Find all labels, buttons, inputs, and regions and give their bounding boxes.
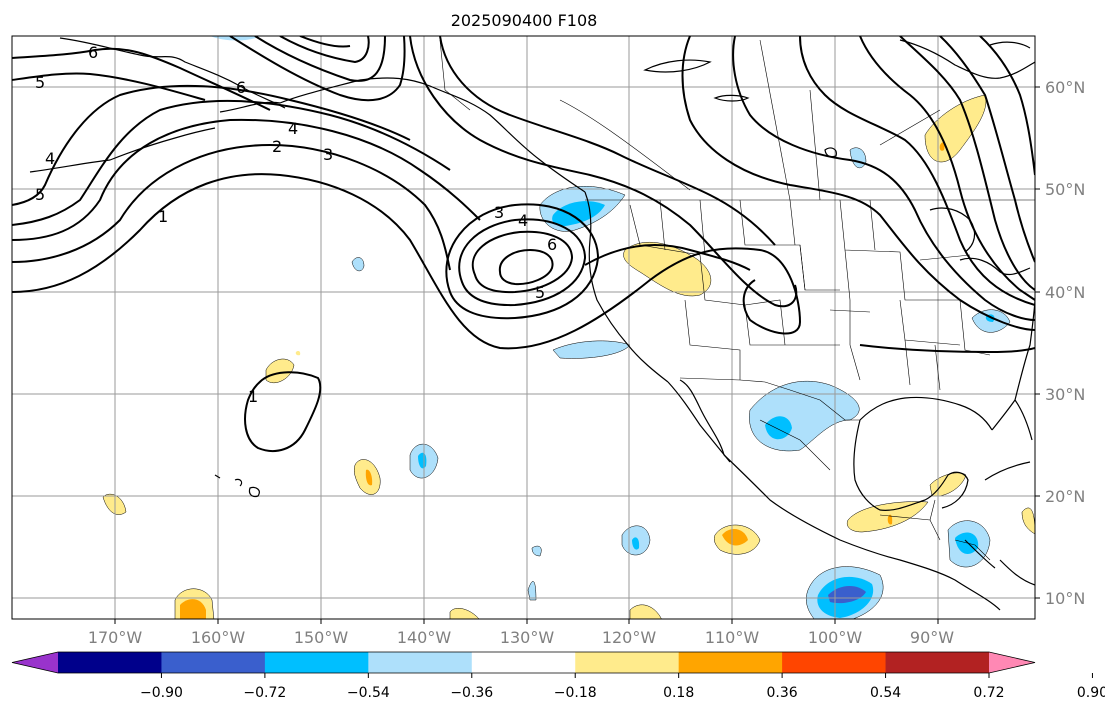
colorbar-tick-label: 0.36	[767, 685, 798, 701]
colorbar-segment	[678, 652, 783, 673]
contour-labels: 5 6 4 5 1 6 4 2 3 3 4 6 5 1	[35, 43, 557, 406]
contour-label: 3	[323, 145, 333, 164]
map-title: 2025090400 F108	[451, 11, 598, 30]
colorbar-segment	[575, 652, 680, 673]
contour-label: 5	[35, 73, 45, 92]
colorbar-segment	[471, 652, 576, 673]
contour-label: 4	[518, 211, 528, 230]
contour-label: 6	[88, 43, 98, 62]
lon-label-110w: 110°W	[705, 628, 760, 647]
lon-label-140w: 140°W	[397, 628, 452, 647]
borders	[439, 39, 1035, 561]
lon-label-150w: 150°W	[294, 628, 349, 647]
colorbar-ticks: −0.90 −0.72 −0.54 −0.36 −0.18 0.18 0.36 0.54 0.7…	[140, 673, 1105, 701]
height-contours	[12, 36, 1035, 452]
colorbar-segment	[58, 652, 162, 673]
colorbar-segment	[368, 652, 473, 673]
colorbar-segment	[264, 652, 369, 673]
map-frame	[11, 35, 1036, 620]
lon-label-100w: 100°W	[808, 628, 863, 647]
colorbar-outline	[11, 651, 1036, 674]
lat-label-50n: 50°N	[1045, 180, 1085, 199]
colorbar-segment	[782, 652, 887, 673]
colorbar-tick-label: 0.72	[973, 685, 1004, 701]
lon-label-120w: 120°W	[602, 628, 657, 647]
lon-label-90w: 90°W	[910, 628, 954, 647]
graticule	[12, 36, 1035, 619]
colorbar: −0.90 −0.72 −0.54 −0.36 −0.18 0.18 0.36 0.54 0.7…	[11, 651, 1105, 701]
colorbar-segment	[885, 652, 990, 673]
contour-label: 6	[236, 78, 246, 97]
colorbar-tick-label: −0.36	[450, 685, 493, 701]
lat-label-10n: 10°N	[1045, 589, 1085, 608]
contour-label: 5	[35, 185, 45, 204]
contour-label: 4	[288, 119, 298, 138]
lon-label-130w: 130°W	[500, 628, 555, 647]
contour-label: 1	[158, 207, 168, 226]
lat-label-60n: 60°N	[1045, 78, 1085, 97]
map-area	[12, 36, 1035, 619]
colorbar-extend-low	[12, 652, 58, 673]
contour-label: 1	[248, 387, 258, 406]
anomaly-shading	[102, 36, 1035, 619]
latitude-axis: 60°N 50°N 40°N 30°N 20°N 10°N	[1035, 78, 1085, 608]
contour-label: 5	[535, 283, 545, 302]
coastlines	[29, 37, 1035, 611]
lat-label-30n: 30°N	[1045, 385, 1085, 404]
contour-label: 6	[547, 235, 557, 254]
colorbar-tick-label: −0.90	[140, 685, 183, 701]
contour-label: 4	[45, 149, 55, 168]
lat-label-20n: 20°N	[1045, 487, 1085, 506]
longitude-axis: 170°W 160°W 150°W 140°W 130°W 120°W 110°…	[88, 619, 954, 647]
colorbar-tick-label: 0.18	[663, 685, 694, 701]
lon-label-160w: 160°W	[191, 628, 246, 647]
lon-label-170w: 170°W	[88, 628, 143, 647]
colorbar-tick-label: 0.54	[870, 685, 901, 701]
colorbar-extend-high	[989, 652, 1035, 673]
colorbar-segment	[161, 652, 266, 673]
lat-label-40n: 40°N	[1045, 283, 1085, 302]
colorbar-tick-label: −0.54	[347, 685, 390, 701]
colorbar-tick-label: 0.90	[1077, 685, 1105, 701]
contour-label: 3	[494, 203, 504, 222]
colorbar-segments	[11, 651, 1036, 674]
colorbar-tick-label: −0.18	[554, 685, 597, 701]
contour-label: 2	[272, 137, 282, 156]
colorbar-tick-label: −0.72	[243, 685, 286, 701]
